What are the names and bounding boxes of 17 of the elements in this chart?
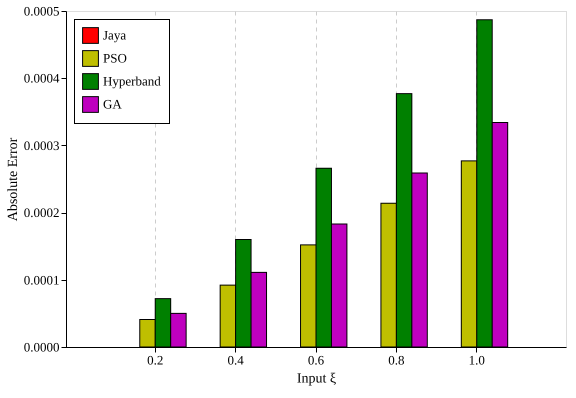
y-tick-label: 0.0005: [24, 4, 60, 18]
y-axis-title: Absolute Error: [6, 137, 21, 222]
x-tick-label: 0.8: [388, 352, 405, 368]
legend-label: Jaya: [103, 28, 126, 42]
x-tick-label: 1.0: [468, 352, 485, 368]
x-axis-title: Input ξ: [296, 372, 336, 386]
y-tick-label: 0.0003: [24, 138, 60, 153]
legend-label: Hyperband: [103, 74, 162, 88]
legend-label: GA: [103, 96, 122, 112]
y-tick-label: 0.0001: [24, 272, 60, 288]
x-tick-label: 0.6: [308, 352, 325, 368]
y-tick-label: 0.0004: [24, 70, 60, 86]
x-tick-label: 0.4: [227, 352, 244, 368]
y-tick-label: 0.0000: [24, 340, 60, 354]
legend-label: PSO: [103, 50, 127, 66]
x-tick-label: 0.2: [147, 352, 164, 368]
y-tick-label: 0.0002: [24, 205, 60, 220]
